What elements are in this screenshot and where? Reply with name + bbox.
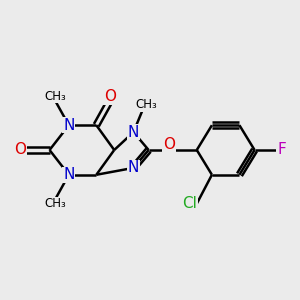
- Text: CH₃: CH₃: [44, 197, 66, 210]
- Text: O: O: [14, 142, 26, 158]
- Text: N: N: [128, 124, 139, 140]
- Text: F: F: [277, 142, 286, 158]
- Text: Cl: Cl: [182, 196, 197, 211]
- Text: CH₃: CH₃: [135, 98, 157, 111]
- Text: CH₃: CH₃: [44, 90, 66, 103]
- Text: N: N: [63, 167, 74, 182]
- Text: N: N: [128, 160, 139, 175]
- Text: O: O: [104, 89, 116, 104]
- Text: N: N: [63, 118, 74, 133]
- Text: O: O: [163, 137, 175, 152]
